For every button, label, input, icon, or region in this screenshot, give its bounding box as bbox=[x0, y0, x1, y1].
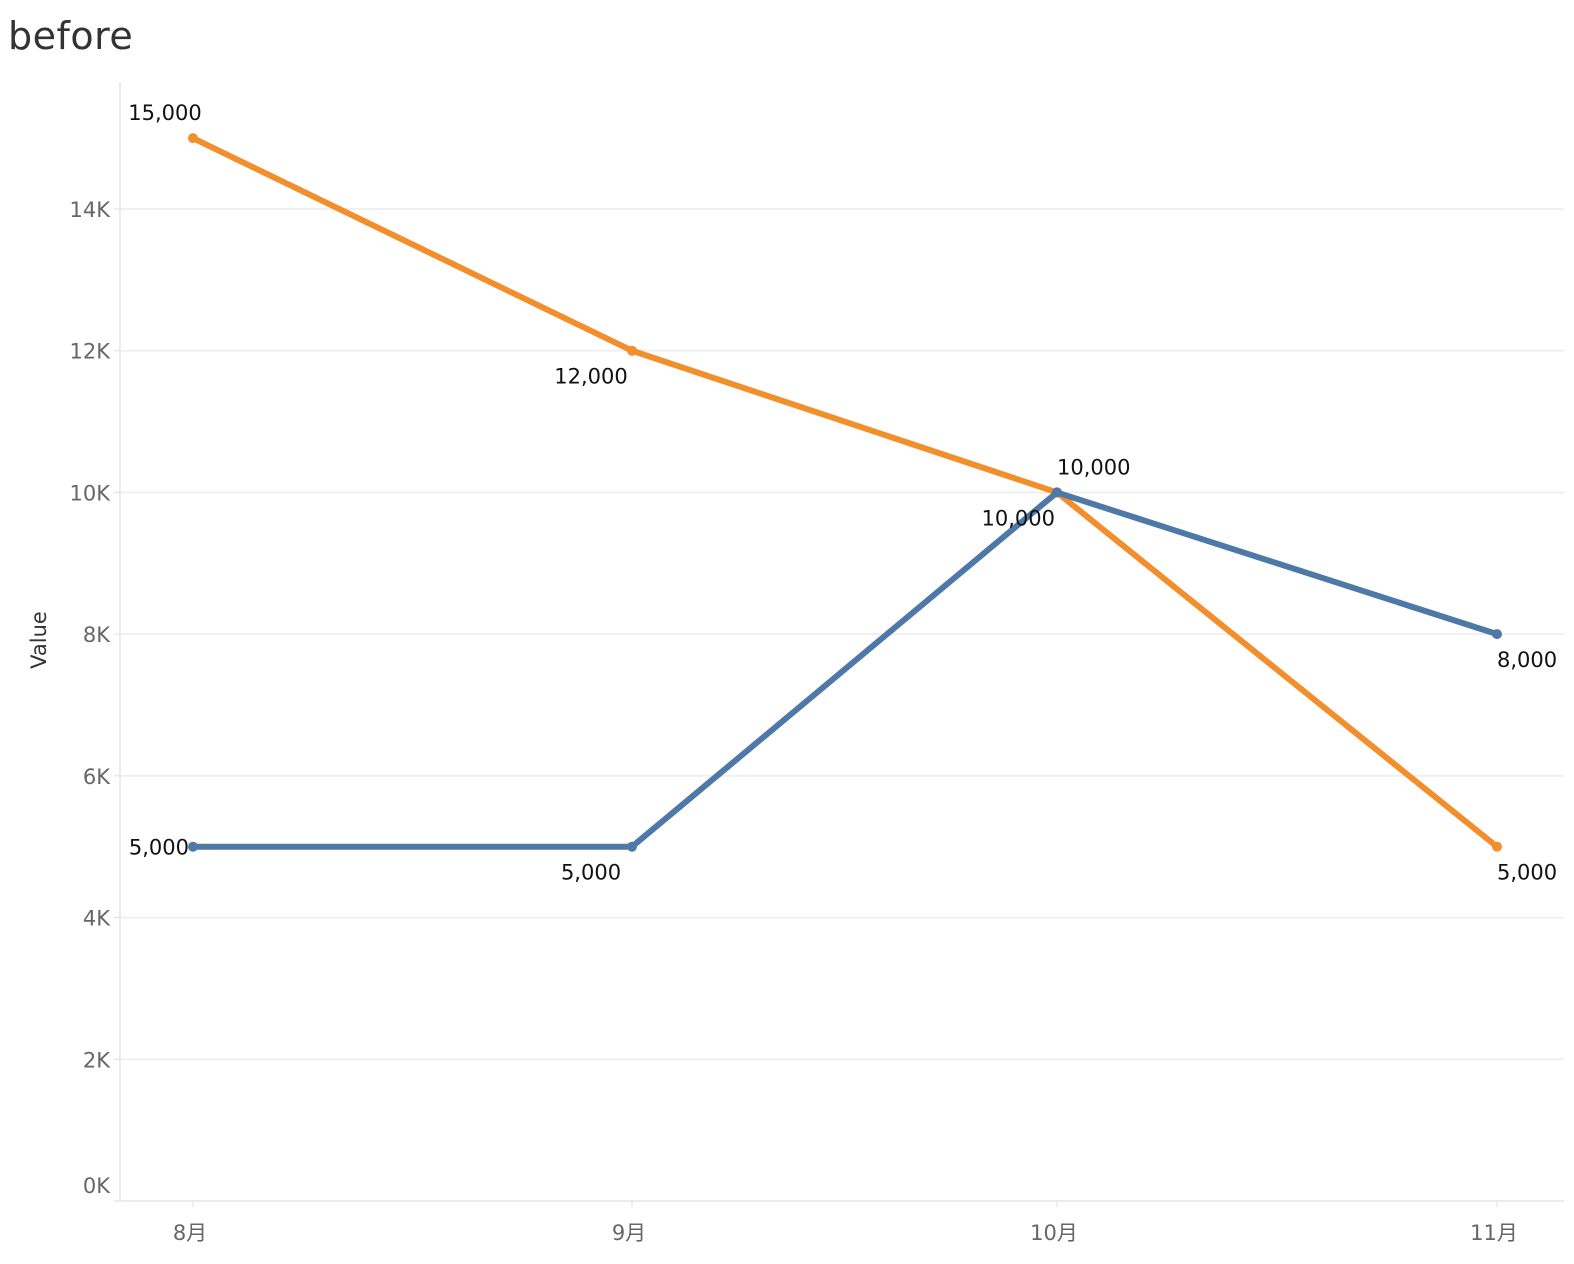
data-label: 10,000 bbox=[982, 506, 1055, 530]
data-label: 12,000 bbox=[554, 365, 627, 389]
y-tick-label: 6K bbox=[83, 765, 111, 789]
x-tick-label: 9月 bbox=[612, 1221, 646, 1245]
series-line bbox=[190, 489, 1500, 850]
y-tick-label: 4K bbox=[83, 907, 111, 931]
data-label: 5,000 bbox=[1497, 861, 1557, 885]
data-point bbox=[188, 841, 198, 852]
axes bbox=[119, 82, 1564, 1202]
series-line bbox=[190, 135, 1500, 850]
x-tick-label: 8月 bbox=[173, 1221, 207, 1245]
data-point bbox=[627, 345, 637, 356]
data-label: 5,000 bbox=[561, 861, 621, 885]
data-label: 5,000 bbox=[129, 836, 189, 860]
data-label: 15,000 bbox=[128, 101, 201, 125]
x-tick-label: 10月 bbox=[1030, 1221, 1078, 1245]
y-tick-label: 2K bbox=[83, 1048, 111, 1072]
y-tick-label: 10K bbox=[70, 481, 112, 505]
data-point bbox=[188, 133, 198, 144]
chart-title: before bbox=[8, 14, 134, 58]
data-point bbox=[1492, 841, 1502, 852]
data-point bbox=[627, 841, 637, 852]
y-tick-label: 8K bbox=[83, 623, 111, 647]
data-point bbox=[1492, 629, 1502, 640]
data-label: 10,000 bbox=[1057, 455, 1130, 479]
y-tick-label: 0K bbox=[83, 1174, 111, 1198]
x-tick-label: 11月 bbox=[1470, 1221, 1518, 1245]
data-point bbox=[1052, 487, 1062, 498]
grid-lines bbox=[120, 208, 1564, 1061]
y-tick-label: 12K bbox=[70, 340, 112, 364]
series bbox=[188, 133, 1502, 852]
data-label: 8,000 bbox=[1497, 648, 1557, 672]
x-axis-ticks: 8月 9月 10月 11月 bbox=[173, 1201, 1518, 1245]
y-axis-label: Value bbox=[27, 611, 51, 669]
data-labels: 15,000 12,000 10,000 5,000 5,000 5,000 10,000 8… bbox=[128, 101, 1557, 885]
y-tick-label: 14K bbox=[70, 198, 112, 222]
y-axis-ticks: 0K 2K 4K 6K 8K 10K 12K 14K bbox=[70, 198, 120, 1202]
